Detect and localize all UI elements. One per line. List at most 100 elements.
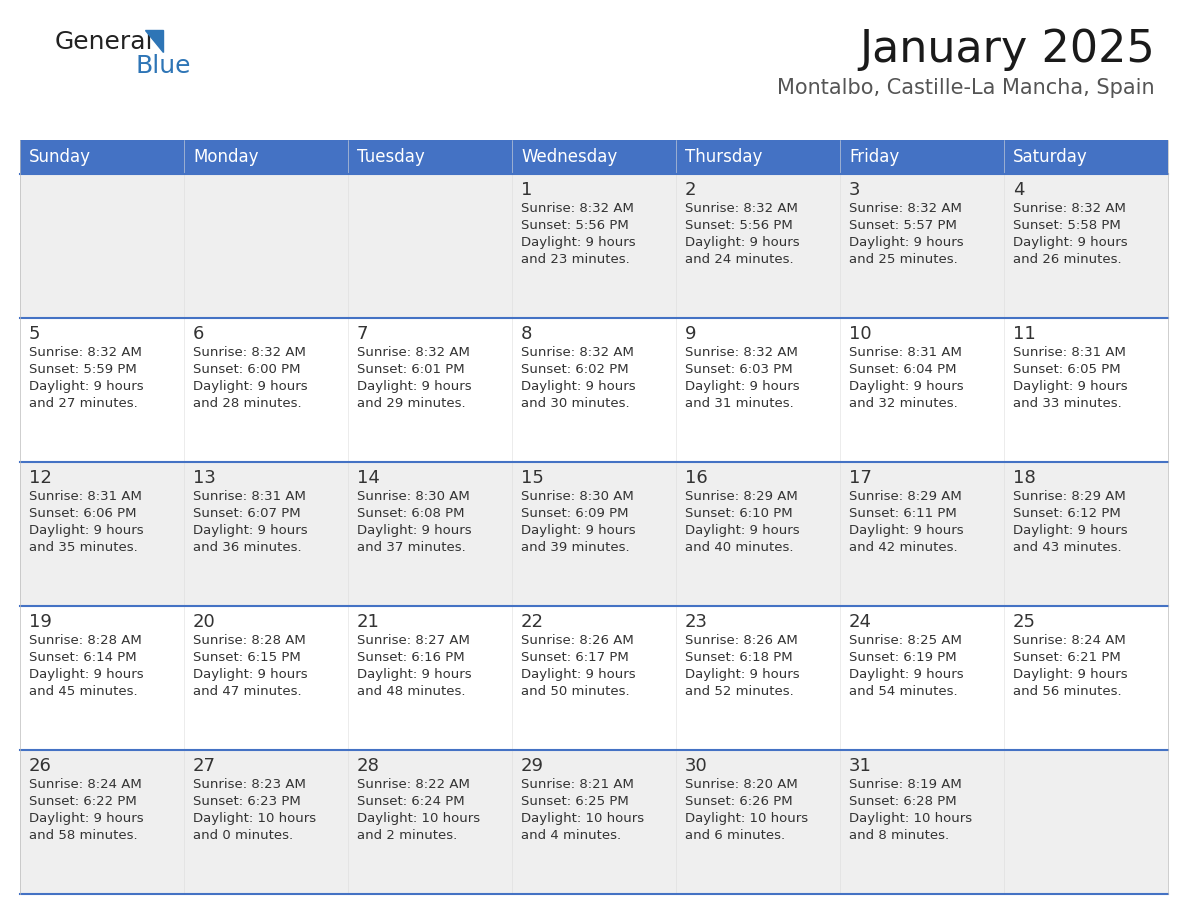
Text: Friday: Friday [849,148,899,166]
Bar [676,750,840,894]
Bar [20,318,184,462]
Text: Sunrise: 8:21 AM: Sunrise: 8:21 AM [522,778,634,791]
Text: 25: 25 [1013,613,1036,631]
Text: Sunset: 6:03 PM: Sunset: 6:03 PM [685,363,792,376]
Text: Daylight: 9 hours: Daylight: 9 hours [522,380,636,393]
Text: and 8 minutes.: and 8 minutes. [849,829,949,842]
Text: 17: 17 [849,469,872,487]
Text: Sunset: 6:14 PM: Sunset: 6:14 PM [29,651,137,664]
Text: and 54 minutes.: and 54 minutes. [849,685,958,698]
Text: Daylight: 9 hours: Daylight: 9 hours [522,524,636,537]
Text: Sunrise: 8:25 AM: Sunrise: 8:25 AM [849,634,962,647]
Text: Sunset: 5:58 PM: Sunset: 5:58 PM [1013,219,1120,232]
Text: 20: 20 [192,613,216,631]
Text: and 2 minutes.: and 2 minutes. [358,829,457,842]
Text: Sunset: 6:01 PM: Sunset: 6:01 PM [358,363,465,376]
Text: Thursday: Thursday [685,148,763,166]
Text: Daylight: 9 hours: Daylight: 9 hours [685,668,800,681]
Text: Sunset: 5:59 PM: Sunset: 5:59 PM [29,363,137,376]
Text: Sunrise: 8:24 AM: Sunrise: 8:24 AM [1013,634,1126,647]
Text: Daylight: 9 hours: Daylight: 9 hours [685,524,800,537]
Text: Sunset: 6:18 PM: Sunset: 6:18 PM [685,651,792,664]
Text: Sunrise: 8:31 AM: Sunrise: 8:31 AM [1013,346,1126,359]
Bar [512,174,676,318]
Text: and 25 minutes.: and 25 minutes. [849,253,958,266]
Text: Sunrise: 8:27 AM: Sunrise: 8:27 AM [358,634,470,647]
Bar [1004,318,1168,462]
Text: 26: 26 [29,757,52,775]
Text: and 52 minutes.: and 52 minutes. [685,685,794,698]
Text: Sunset: 6:16 PM: Sunset: 6:16 PM [358,651,465,664]
Text: and 24 minutes.: and 24 minutes. [685,253,794,266]
Text: and 4 minutes.: and 4 minutes. [522,829,621,842]
Bar [1004,750,1168,894]
Text: Daylight: 9 hours: Daylight: 9 hours [1013,524,1127,537]
Text: Sunset: 5:56 PM: Sunset: 5:56 PM [685,219,792,232]
Text: Sunrise: 8:31 AM: Sunrise: 8:31 AM [192,490,305,503]
Bar [348,462,512,606]
Bar [1004,140,1168,174]
Text: and 28 minutes.: and 28 minutes. [192,397,302,410]
Bar [348,750,512,894]
Text: 7: 7 [358,325,368,343]
Text: Daylight: 10 hours: Daylight: 10 hours [849,812,972,825]
Bar [840,174,1004,318]
Text: Sunrise: 8:20 AM: Sunrise: 8:20 AM [685,778,798,791]
Bar [840,462,1004,606]
Text: 2: 2 [685,181,696,199]
Bar [348,606,512,750]
Text: and 43 minutes.: and 43 minutes. [1013,541,1121,554]
Bar [512,462,676,606]
Text: Sunset: 6:23 PM: Sunset: 6:23 PM [192,795,301,808]
Bar [184,750,348,894]
Text: Sunrise: 8:28 AM: Sunrise: 8:28 AM [29,634,141,647]
Text: Daylight: 9 hours: Daylight: 9 hours [358,668,472,681]
Text: Sunrise: 8:32 AM: Sunrise: 8:32 AM [192,346,305,359]
Text: Sunrise: 8:24 AM: Sunrise: 8:24 AM [29,778,141,791]
Bar [512,140,676,174]
Text: and 29 minutes.: and 29 minutes. [358,397,466,410]
Bar [20,750,184,894]
Text: Sunrise: 8:30 AM: Sunrise: 8:30 AM [522,490,633,503]
Text: Sunset: 6:08 PM: Sunset: 6:08 PM [358,507,465,520]
Text: 22: 22 [522,613,544,631]
Bar [840,140,1004,174]
Text: Daylight: 9 hours: Daylight: 9 hours [849,668,963,681]
Bar [20,462,184,606]
Bar [840,318,1004,462]
Bar [20,140,184,174]
Text: and 30 minutes.: and 30 minutes. [522,397,630,410]
Text: Wednesday: Wednesday [522,148,618,166]
Text: Tuesday: Tuesday [358,148,425,166]
Text: Sunset: 6:02 PM: Sunset: 6:02 PM [522,363,628,376]
Text: Sunset: 6:25 PM: Sunset: 6:25 PM [522,795,628,808]
Text: Sunrise: 8:23 AM: Sunrise: 8:23 AM [192,778,305,791]
Text: Sunrise: 8:32 AM: Sunrise: 8:32 AM [522,346,634,359]
Text: 28: 28 [358,757,380,775]
Text: and 33 minutes.: and 33 minutes. [1013,397,1121,410]
Text: Daylight: 10 hours: Daylight: 10 hours [685,812,808,825]
Text: Daylight: 9 hours: Daylight: 9 hours [849,380,963,393]
Text: 21: 21 [358,613,380,631]
Text: Daylight: 9 hours: Daylight: 9 hours [1013,668,1127,681]
Text: 31: 31 [849,757,872,775]
Text: January 2025: January 2025 [859,28,1155,71]
Text: Sunset: 6:22 PM: Sunset: 6:22 PM [29,795,137,808]
Text: Sunset: 5:57 PM: Sunset: 5:57 PM [849,219,956,232]
Text: 5: 5 [29,325,40,343]
Text: Daylight: 9 hours: Daylight: 9 hours [29,812,144,825]
Text: 1: 1 [522,181,532,199]
Text: Sunrise: 8:32 AM: Sunrise: 8:32 AM [522,202,634,215]
Text: 14: 14 [358,469,380,487]
Text: 11: 11 [1013,325,1036,343]
Text: and 31 minutes.: and 31 minutes. [685,397,794,410]
Text: and 37 minutes.: and 37 minutes. [358,541,466,554]
Text: Saturday: Saturday [1013,148,1088,166]
Text: 23: 23 [685,613,708,631]
Text: Sunset: 6:24 PM: Sunset: 6:24 PM [358,795,465,808]
Text: Sunrise: 8:31 AM: Sunrise: 8:31 AM [29,490,141,503]
Text: 4: 4 [1013,181,1024,199]
Text: Daylight: 10 hours: Daylight: 10 hours [522,812,644,825]
Bar [20,606,184,750]
Text: Sunrise: 8:28 AM: Sunrise: 8:28 AM [192,634,305,647]
